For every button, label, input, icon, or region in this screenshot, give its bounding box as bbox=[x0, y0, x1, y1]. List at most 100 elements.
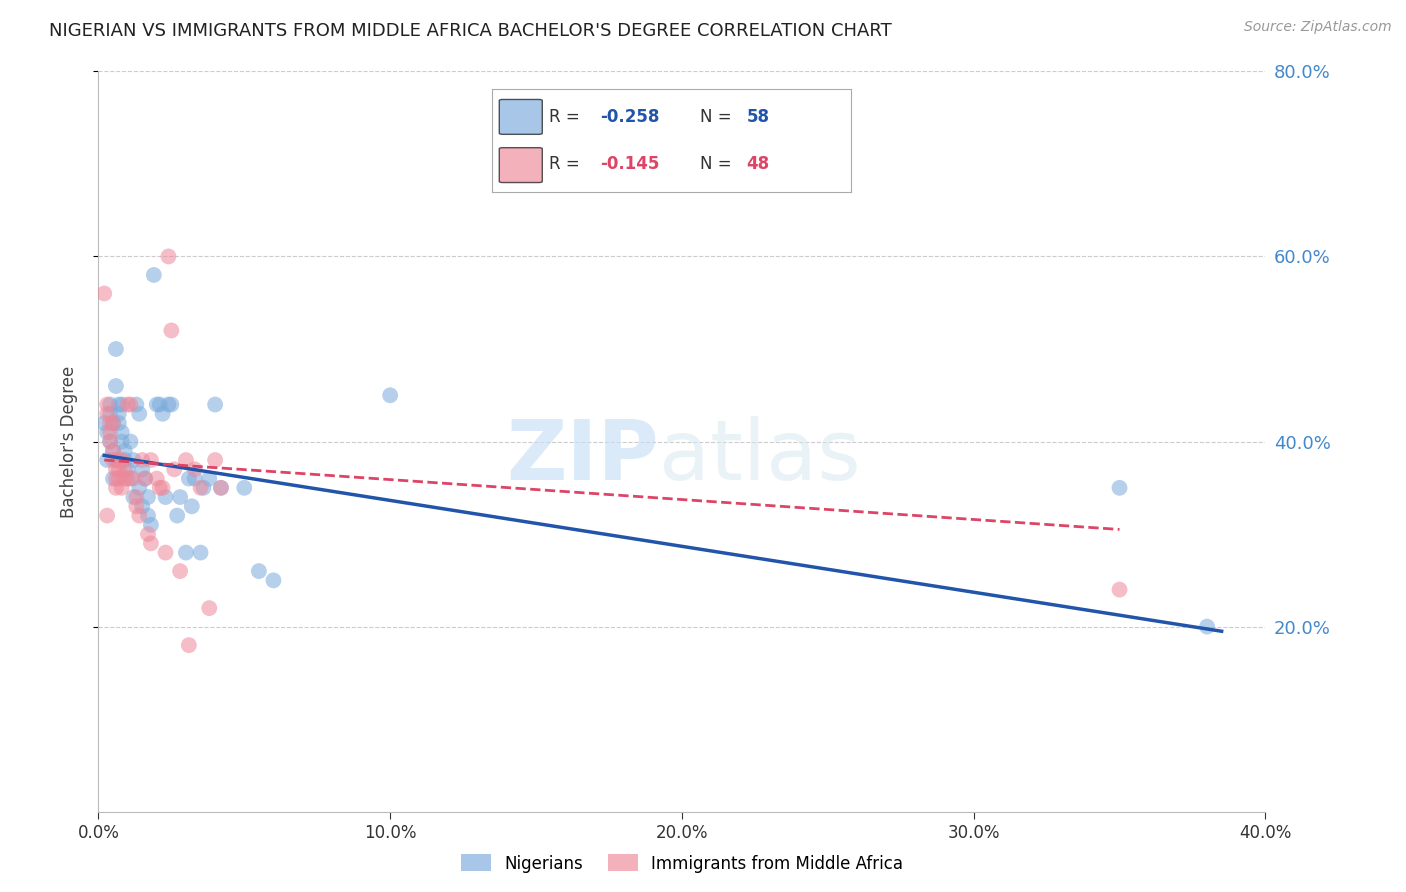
Point bbox=[108, 462, 131, 476]
Point bbox=[146, 397, 169, 411]
Point bbox=[120, 471, 142, 485]
Point bbox=[101, 453, 124, 467]
Point bbox=[139, 453, 162, 467]
Point bbox=[108, 397, 131, 411]
Point bbox=[96, 397, 118, 411]
Point bbox=[136, 490, 159, 504]
Point bbox=[1108, 481, 1130, 495]
Point bbox=[93, 286, 115, 301]
Point bbox=[1108, 582, 1130, 597]
Point bbox=[204, 397, 226, 411]
Point bbox=[209, 481, 232, 495]
Point bbox=[108, 407, 131, 421]
Point bbox=[155, 545, 177, 560]
Point bbox=[120, 397, 142, 411]
Text: ZIP: ZIP bbox=[506, 416, 658, 497]
Legend: Nigerians, Immigrants from Middle Africa: Nigerians, Immigrants from Middle Africa bbox=[454, 847, 910, 880]
Point bbox=[131, 462, 153, 476]
Point bbox=[122, 471, 145, 485]
FancyBboxPatch shape bbox=[499, 99, 543, 135]
Point bbox=[149, 397, 172, 411]
Text: atlas: atlas bbox=[658, 416, 860, 497]
Point bbox=[98, 434, 121, 449]
Point bbox=[104, 342, 127, 356]
Point bbox=[142, 268, 165, 282]
Point bbox=[128, 407, 150, 421]
Point bbox=[111, 434, 134, 449]
Point bbox=[101, 443, 124, 458]
Point bbox=[139, 536, 162, 550]
Point bbox=[125, 397, 148, 411]
Point bbox=[101, 416, 124, 430]
Text: 48: 48 bbox=[747, 155, 769, 173]
Point bbox=[183, 462, 205, 476]
Point bbox=[120, 434, 142, 449]
Point bbox=[111, 425, 134, 440]
Point bbox=[122, 490, 145, 504]
FancyBboxPatch shape bbox=[499, 148, 543, 183]
Point bbox=[183, 471, 205, 485]
Text: 58: 58 bbox=[747, 108, 769, 126]
Point bbox=[139, 517, 162, 532]
Point bbox=[209, 481, 232, 495]
Point bbox=[198, 601, 221, 615]
Text: N =: N = bbox=[700, 108, 737, 126]
Point bbox=[169, 490, 191, 504]
Point bbox=[204, 453, 226, 467]
Point bbox=[128, 508, 150, 523]
Point bbox=[160, 324, 183, 338]
Text: NIGERIAN VS IMMIGRANTS FROM MIDDLE AFRICA BACHELOR'S DEGREE CORRELATION CHART: NIGERIAN VS IMMIGRANTS FROM MIDDLE AFRIC… bbox=[49, 22, 891, 40]
Point bbox=[163, 462, 186, 476]
Point bbox=[101, 471, 124, 485]
Point bbox=[125, 490, 148, 504]
Point bbox=[96, 425, 118, 440]
Point bbox=[198, 471, 221, 485]
Point bbox=[104, 379, 127, 393]
Point bbox=[114, 443, 136, 458]
Point bbox=[114, 462, 136, 476]
Point bbox=[247, 564, 270, 578]
Point bbox=[233, 481, 256, 495]
Point bbox=[96, 407, 118, 421]
Point bbox=[134, 471, 156, 485]
Point bbox=[190, 481, 212, 495]
Point bbox=[157, 250, 180, 264]
Point bbox=[98, 416, 121, 430]
Point bbox=[93, 416, 115, 430]
Point bbox=[98, 434, 121, 449]
Point bbox=[190, 545, 212, 560]
Point bbox=[114, 453, 136, 467]
Text: -0.145: -0.145 bbox=[599, 155, 659, 173]
Point bbox=[104, 453, 127, 467]
Point bbox=[169, 564, 191, 578]
Point bbox=[111, 453, 134, 467]
Point bbox=[131, 453, 153, 467]
Point bbox=[193, 481, 215, 495]
Y-axis label: Bachelor's Degree: Bachelor's Degree bbox=[59, 366, 77, 517]
Point bbox=[157, 397, 180, 411]
Point bbox=[117, 462, 139, 476]
Point bbox=[160, 397, 183, 411]
Point bbox=[152, 481, 174, 495]
Point bbox=[108, 416, 131, 430]
Point bbox=[128, 481, 150, 495]
Point bbox=[136, 527, 159, 541]
Text: R =: R = bbox=[550, 155, 585, 173]
Point bbox=[177, 638, 200, 652]
Point bbox=[108, 453, 131, 467]
Text: N =: N = bbox=[700, 155, 737, 173]
Point bbox=[111, 397, 134, 411]
Point bbox=[146, 471, 169, 485]
Point bbox=[1195, 619, 1218, 633]
Point bbox=[149, 481, 172, 495]
Point bbox=[155, 490, 177, 504]
Point bbox=[104, 462, 127, 476]
Point bbox=[125, 500, 148, 514]
Point bbox=[152, 407, 174, 421]
Point bbox=[111, 481, 134, 495]
Point bbox=[96, 508, 118, 523]
Point bbox=[101, 416, 124, 430]
Point bbox=[98, 397, 121, 411]
Point bbox=[134, 471, 156, 485]
Point bbox=[98, 425, 121, 440]
